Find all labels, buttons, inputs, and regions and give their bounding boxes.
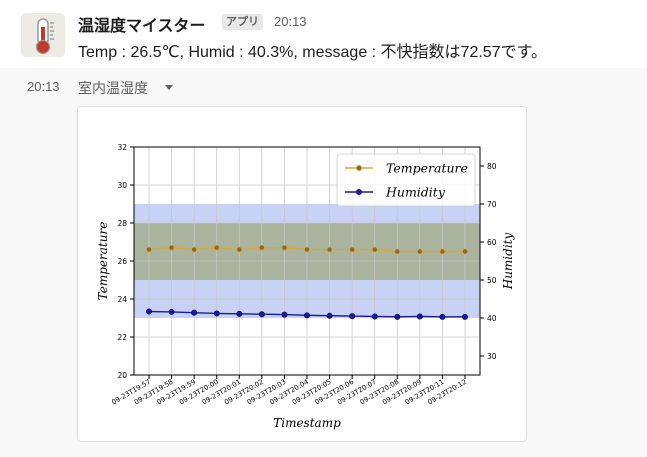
y-axis-label-left: Temperature <box>96 222 110 301</box>
y-axis-label-right: Humidity <box>501 233 515 291</box>
right-tick-label: 60 <box>487 238 497 247</box>
data-point-humidity <box>213 310 220 317</box>
message-text: Temp : 26.5℃, Humid : 40.3%, message : 不… <box>78 44 547 61</box>
right-tick-label: 70 <box>487 200 497 209</box>
data-point-humidity <box>281 311 288 318</box>
data-point-temperature <box>236 246 243 253</box>
message-top <box>0 0 647 68</box>
left-tick-label: 32 <box>117 143 127 152</box>
legend-marker-humidity <box>355 189 362 196</box>
right-tick-label: 40 <box>487 314 497 323</box>
data-point-temperature <box>461 248 468 255</box>
attachment-timestamp[interactable]: 20:13 <box>27 79 60 94</box>
data-point-humidity <box>416 313 423 320</box>
data-point-temperature <box>191 246 198 253</box>
sender-name[interactable]: 温湿度マイスター <box>78 18 206 35</box>
app-badge: アプリ <box>222 14 263 30</box>
data-point-temperature <box>303 246 310 253</box>
message-timestamp[interactable]: 20:13 <box>274 14 307 29</box>
data-point-temperature <box>349 246 356 253</box>
data-point-humidity <box>349 313 356 320</box>
left-tick-label: 30 <box>117 181 127 190</box>
app-avatar[interactable] <box>21 13 65 57</box>
data-point-humidity <box>236 310 243 317</box>
data-point-humidity <box>168 308 175 315</box>
data-point-temperature <box>416 248 423 255</box>
legend-label-temperature: Temperature <box>386 161 468 176</box>
data-point-humidity <box>394 313 401 320</box>
data-point-temperature <box>326 246 333 253</box>
data-point-humidity <box>258 311 265 318</box>
data-point-humidity <box>461 313 468 320</box>
legend-marker-temperature <box>355 165 362 172</box>
right-tick-label: 50 <box>487 276 497 285</box>
data-point-temperature <box>394 248 401 255</box>
data-point-humidity <box>146 308 153 315</box>
left-tick-label: 26 <box>117 257 127 266</box>
left-tick-label: 24 <box>117 295 127 304</box>
data-point-humidity <box>439 313 446 320</box>
data-point-temperature <box>281 244 288 251</box>
left-tick-label: 28 <box>117 219 127 228</box>
data-point-temperature <box>168 244 175 251</box>
left-tick-label: 22 <box>117 333 127 342</box>
left-tick-label: 20 <box>117 371 127 380</box>
caret-down-icon[interactable] <box>165 85 173 90</box>
thermometer-icon <box>21 13 65 57</box>
data-point-humidity <box>191 309 198 316</box>
chart-attachment[interactable]: 20 22 24 26 28 30 32 30 40 50 60 70 80 09-23T19:57 09-… <box>77 106 527 442</box>
data-point-humidity <box>371 313 378 320</box>
data-point-temperature <box>371 246 378 253</box>
right-tick-label: 80 <box>487 162 497 171</box>
legend-box <box>336 153 476 207</box>
legend-label-humidity: Humidity <box>385 185 446 200</box>
data-point-temperature <box>439 248 446 255</box>
data-point-temperature <box>258 244 265 251</box>
chart-svg: 2022242628303230405060708009-23T19:5709-… <box>96 143 515 430</box>
x-axis-label: Timestamp <box>273 416 341 430</box>
data-point-temperature <box>146 246 153 253</box>
data-point-humidity <box>303 312 310 319</box>
data-point-temperature <box>213 244 220 251</box>
data-point-humidity <box>326 312 333 319</box>
attachment-title[interactable]: 室内温湿度 <box>78 80 148 96</box>
right-tick-label: 30 <box>487 352 497 361</box>
